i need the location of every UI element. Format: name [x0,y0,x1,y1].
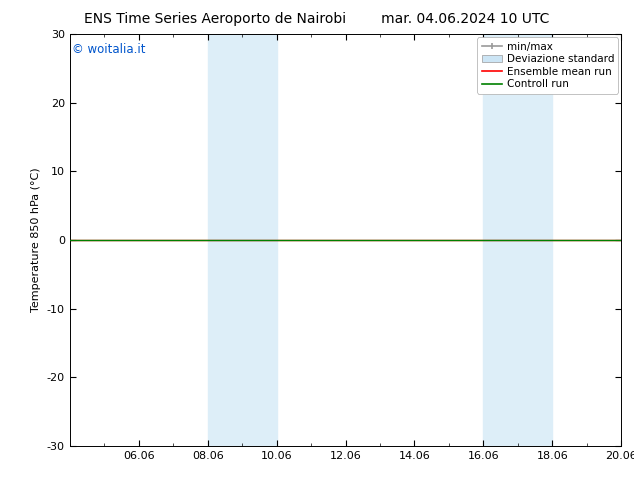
Bar [483,34,552,446]
Legend: min/max, Deviazione standard, Ensemble mean run, Controll run: min/max, Deviazione standard, Ensemble m… [477,37,618,94]
Bar [207,34,276,446]
Text: ENS Time Series Aeroporto de Nairobi        mar. 04.06.2024 10 UTC: ENS Time Series Aeroporto de Nairobi mar… [84,12,550,26]
Text: © woitalia.it: © woitalia.it [72,43,146,55]
Y-axis label: Temperature 850 hPa (°C): Temperature 850 hPa (°C) [31,168,41,313]
